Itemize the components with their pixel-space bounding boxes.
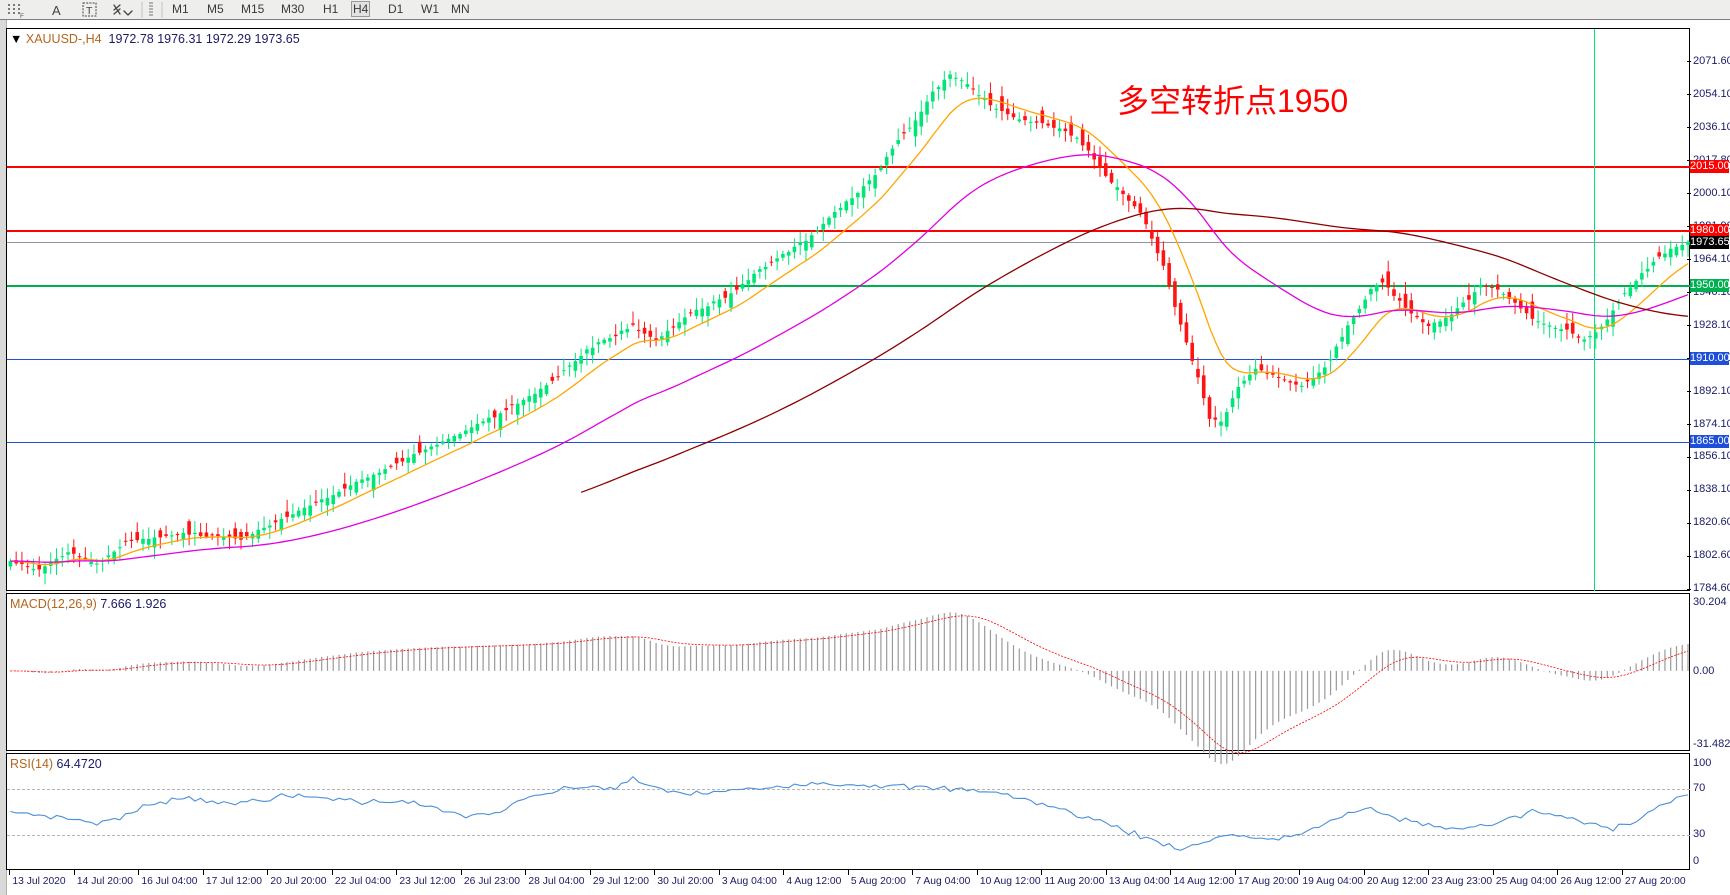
svg-text:A: A <box>52 3 61 18</box>
svg-text:F: F <box>20 13 24 20</box>
svg-text:T: T <box>86 5 93 17</box>
